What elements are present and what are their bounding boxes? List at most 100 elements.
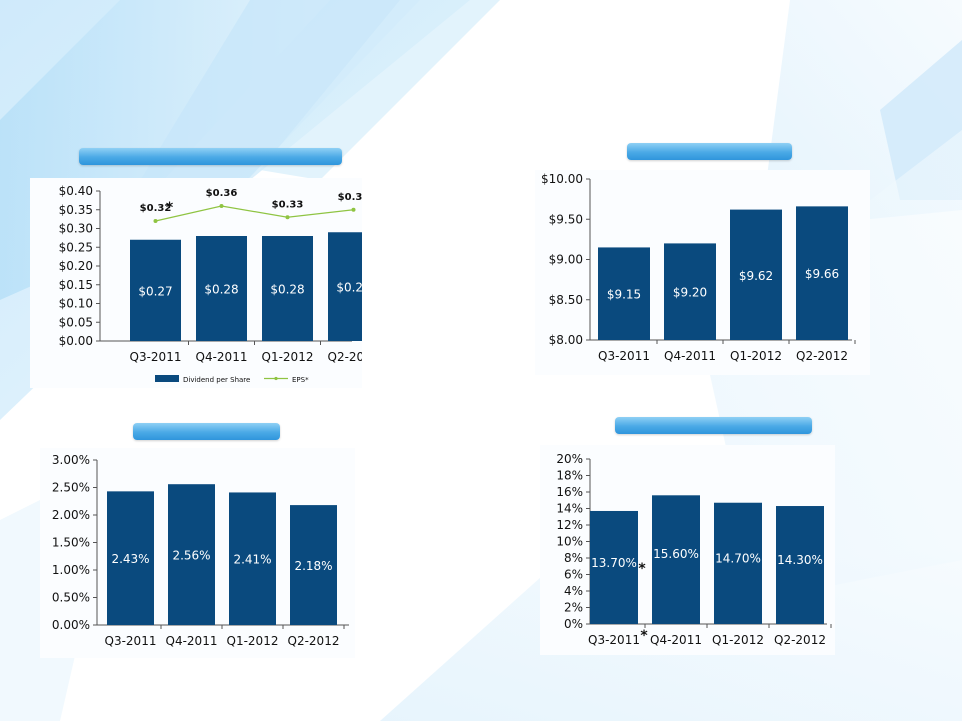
x-tick-label: Q3-2011: [105, 634, 157, 648]
bar: [796, 206, 848, 340]
y-tick-label: 2%: [564, 601, 583, 615]
y-tick-label: 10%: [556, 535, 583, 549]
y-tick-label: $0.15: [59, 278, 93, 292]
percentage-chart: 0.00% 0.50% 1.00% 1.50% 2.00% 2.50% 3.00% Q3-20…: [40, 448, 355, 658]
bar-data-label: $9.62: [739, 269, 773, 283]
legend-swatch-eps-marker: [274, 376, 278, 381]
bar: [290, 505, 337, 625]
eps-data-label: $0.33: [272, 199, 304, 210]
bar-data-label: 2.43%: [111, 552, 149, 566]
bar-data-label: 14.30%: [777, 553, 823, 567]
panel-title-banner-2: [627, 143, 792, 160]
bar: [196, 236, 247, 341]
y-tick-label: $9.50: [549, 212, 583, 226]
y-tick-label: $0.25: [59, 240, 93, 254]
y-tick-label: 4%: [564, 584, 583, 598]
book-value-chart: $8.00 $8.50 $9.00 $9.50 $10.00 Q3-2011 $9.15 Q4…: [535, 170, 870, 375]
y-tick-label: 3.00%: [52, 453, 90, 467]
y-tick-label: $0.30: [59, 222, 93, 236]
x-tick-label: Q4-2011: [166, 634, 218, 648]
y-tick-label: 16%: [556, 485, 583, 499]
y-tick-label: 14%: [556, 502, 583, 516]
y-tick-label: 20%: [556, 452, 583, 466]
y-tick-label: $0.20: [59, 259, 93, 273]
bar-data-label: 2.41%: [233, 553, 271, 567]
x-tick-label: Q3-2011: [130, 350, 182, 364]
asterisk-annotation: *: [166, 200, 174, 216]
bar-data-label: 15.60%: [653, 547, 699, 561]
y-tick-label: $0.40: [59, 184, 93, 198]
eps-data-label: $0.32: [140, 203, 172, 214]
asterisk-annotation: *: [640, 628, 648, 644]
x-tick-label: Q2-2012: [328, 350, 362, 364]
bar-data-label: $9.66: [805, 267, 839, 281]
y-tick-label: 1.50%: [52, 536, 90, 550]
y-tick-label: 6%: [564, 568, 583, 582]
y-tick-label: $8.50: [549, 293, 583, 307]
y-tick-label: $0.00: [59, 334, 93, 348]
bar: [168, 484, 215, 625]
y-tick-label: 2.50%: [52, 481, 90, 495]
x-tick-label: Q3-2011: [598, 349, 650, 363]
x-tick-label: Q1-2012: [227, 634, 279, 648]
y-tick-label: $0.10: [59, 297, 93, 311]
dividend-eps-chart: $0.00 $0.05 $0.10 $0.15 $0.20 $0.25 $0.30 $0.35…: [30, 178, 362, 388]
panel-title-banner-4: [615, 417, 812, 434]
x-tick-label: Q1-2012: [712, 633, 764, 647]
y-tick-label: 1.00%: [52, 563, 90, 577]
x-tick-label: Q2-2012: [774, 633, 826, 647]
eps-point: [285, 215, 290, 220]
bar-data-label: 13.70%: [591, 556, 637, 570]
bar-data-label: $0.28: [204, 283, 238, 297]
eps-point: [351, 207, 356, 212]
bar-data-label: 2.56%: [172, 549, 210, 563]
bar: [652, 495, 700, 624]
legend-label-eps: EPS*: [292, 376, 309, 384]
panel-title-banner-1: [79, 148, 342, 165]
return-percent-chart: 0% 2% 4% 6% 8% 10% 12% 14% 16% 18% 20% Q3-2011 13.70…: [540, 445, 835, 655]
x-tick-label: Q4-2011: [196, 350, 248, 364]
y-tick-label: 18%: [556, 469, 583, 483]
y-tick-label: 0.50%: [52, 591, 90, 605]
y-tick-label: 8%: [564, 551, 583, 565]
x-tick-label: Q4-2011: [650, 633, 702, 647]
y-tick-label: 0%: [564, 617, 583, 631]
bar: [598, 247, 650, 340]
bar-data-label: $0.28: [270, 283, 304, 297]
x-tick-label: Q1-2012: [730, 349, 782, 363]
x-tick-label: Q3-2011: [588, 633, 640, 647]
bar: [664, 243, 716, 340]
x-tick-label: Q4-2011: [664, 349, 716, 363]
y-tick-label: 12%: [556, 518, 583, 532]
legend-swatch-dividend: [155, 375, 179, 382]
bar: [590, 510, 638, 624]
eps-point: [153, 219, 158, 223]
bar-data-label: $9.15: [607, 288, 641, 302]
y-tick-label: 0.00%: [52, 618, 90, 632]
bar: [730, 209, 782, 340]
eps-data-label: $0.36: [206, 188, 238, 199]
y-tick-label: $10.00: [541, 172, 583, 186]
panel-title-banner-3: [133, 423, 280, 440]
bar: [130, 239, 181, 341]
bar: [229, 492, 276, 625]
bar-data-label: $9.20: [673, 286, 707, 300]
y-tick-label: 2.00%: [52, 508, 90, 522]
bar: [714, 502, 762, 624]
x-tick-label: Q2-2012: [796, 349, 848, 363]
bar: [776, 506, 824, 624]
x-tick-label: Q1-2012: [262, 350, 314, 364]
bar: [262, 236, 313, 341]
y-tick-label: $0.35: [59, 203, 93, 217]
eps-line: [155, 205, 354, 222]
x-tick-label: Q2-2012: [288, 634, 340, 648]
bar: [107, 491, 154, 625]
y-tick-label: $0.05: [59, 315, 93, 329]
bar-data-label: 2.18%: [294, 559, 332, 573]
y-tick-label: $9.00: [549, 253, 583, 267]
legend-label-dividend: Dividend per Share: [183, 376, 250, 384]
asterisk-annotation: *: [638, 561, 646, 577]
eps-data-label: $0.35: [338, 192, 362, 203]
y-tick-label: $8.00: [549, 333, 583, 347]
eps-point: [219, 204, 224, 208]
